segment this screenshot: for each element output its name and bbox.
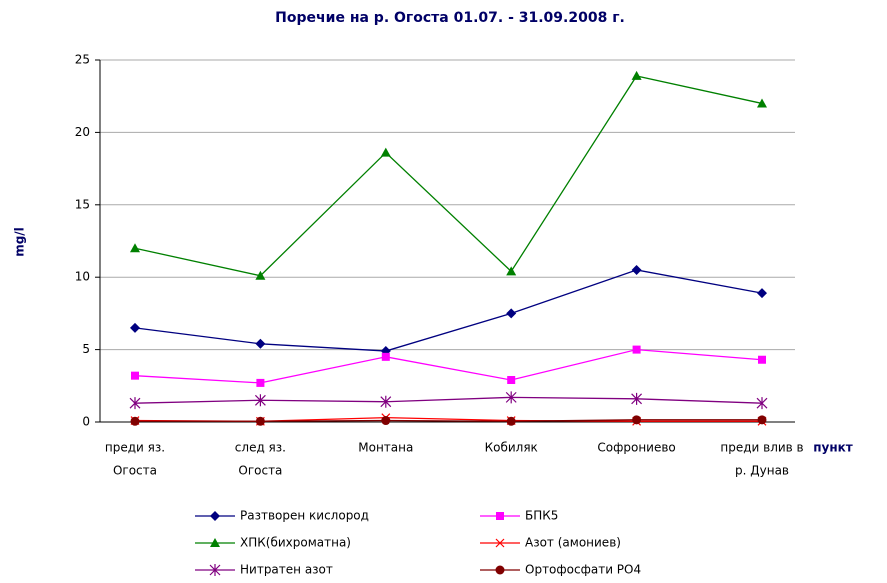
- chart-title: Поречие на р. Огоста 01.07. - 31.09.2008…: [275, 10, 625, 26]
- y-tick-label: 20: [75, 125, 90, 139]
- x-tick-label: Кобиляк: [485, 441, 538, 455]
- marker: [210, 538, 220, 547]
- x-tick-label: Монтана: [358, 441, 413, 455]
- marker: [506, 416, 516, 426]
- marker: [130, 416, 140, 426]
- marker: [757, 288, 767, 299]
- marker: [254, 394, 266, 407]
- x-tick-label: Софрониево: [597, 441, 675, 455]
- marker: [632, 415, 642, 425]
- marker: [129, 397, 141, 410]
- marker: [632, 345, 641, 354]
- x-tick-label: след яз.: [235, 441, 286, 455]
- marker: [381, 352, 390, 361]
- marker: [495, 565, 505, 575]
- x-tick-label: р. Дунав: [735, 464, 789, 478]
- marker: [496, 512, 504, 520]
- legend-label: Разтворен кислород: [240, 509, 369, 523]
- marker: [495, 538, 505, 548]
- x-tick-label: Огоста: [238, 464, 282, 478]
- marker: [631, 392, 643, 405]
- marker: [631, 70, 642, 80]
- y-tick-label: 0: [82, 415, 90, 429]
- x-axis-title: пункт: [813, 441, 853, 455]
- series-line: [135, 419, 762, 422]
- marker: [505, 391, 517, 404]
- legend-label: Азот (амониев): [525, 536, 621, 550]
- marker: [209, 564, 221, 576]
- marker: [507, 376, 516, 385]
- series-line: [134, 269, 763, 352]
- marker: [757, 415, 767, 425]
- y-tick-label: 15: [75, 197, 90, 211]
- marker: [756, 397, 768, 410]
- y-tick-label: 25: [75, 53, 90, 67]
- marker: [131, 371, 139, 380]
- marker: [381, 416, 391, 426]
- marker: [130, 322, 140, 333]
- marker: [631, 264, 642, 275]
- legend-label: БПК5: [525, 509, 558, 523]
- marker: [255, 338, 266, 349]
- y-axis-title: mg/l: [13, 227, 27, 257]
- marker: [256, 378, 265, 387]
- marker: [380, 395, 392, 408]
- y-tick-label: 5: [82, 342, 90, 356]
- marker: [380, 147, 391, 157]
- y-tick-label: 10: [75, 270, 90, 284]
- marker: [255, 270, 266, 280]
- marker: [757, 98, 767, 108]
- x-tick-label: преди влив в: [720, 441, 803, 455]
- series-line: [134, 75, 763, 277]
- series-line: [134, 396, 763, 404]
- x-tick-label: Огоста: [113, 464, 157, 478]
- marker: [506, 308, 517, 319]
- legend-label: Ортофосфати PO4: [525, 563, 641, 577]
- marker: [758, 355, 766, 364]
- series-line: [134, 348, 763, 384]
- legend-label: ХПК(бихроматна): [240, 536, 351, 550]
- marker: [130, 243, 140, 253]
- x-tick-label: преди яз.: [105, 441, 165, 455]
- marker: [506, 266, 517, 276]
- marker: [255, 416, 265, 426]
- legend-label: Нитратен азот: [240, 563, 333, 577]
- marker: [210, 511, 220, 521]
